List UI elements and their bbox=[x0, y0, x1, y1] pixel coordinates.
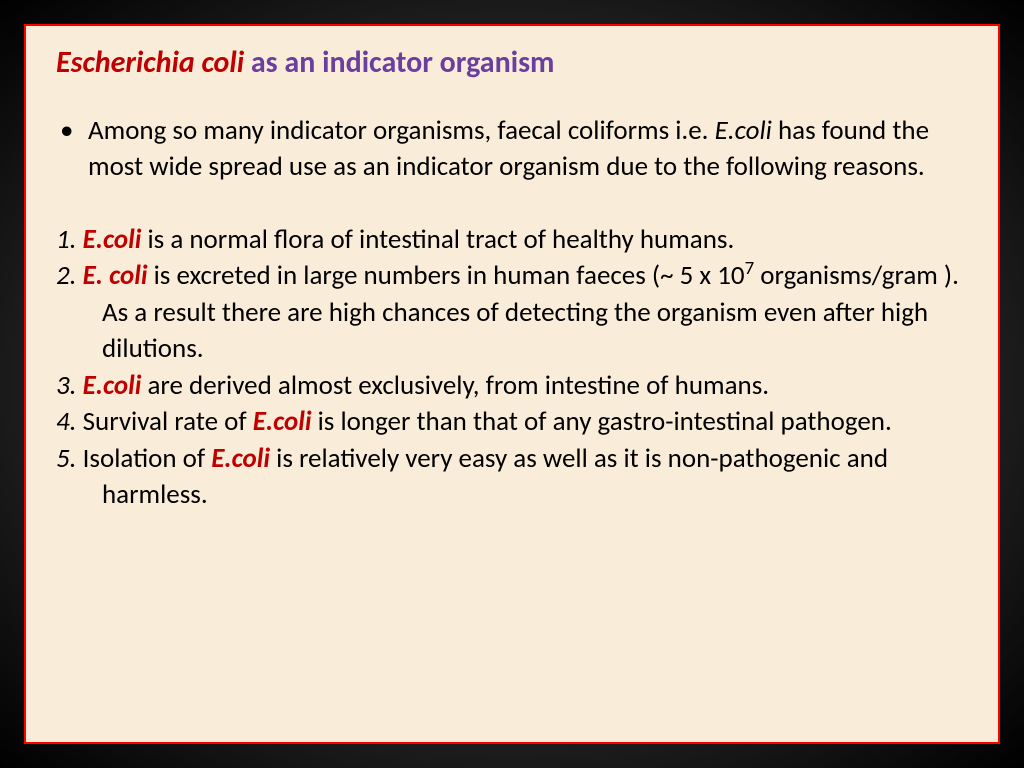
ecoli-term: E.coli bbox=[211, 442, 270, 475]
intro-bullet: Among so many indicator organisms, faeca… bbox=[56, 113, 968, 186]
item-text: are derived almost exclusively, from int… bbox=[141, 369, 769, 402]
item-text-a: is excreted in large numbers in human fa… bbox=[147, 259, 744, 292]
list-item: 2. E. coli is excreted in large numbers … bbox=[56, 258, 968, 367]
ecoli-term: E.coli bbox=[83, 369, 142, 402]
item-text: is a normal flora of intestinal tract of… bbox=[141, 223, 734, 256]
list-item: 4. Survival rate of E.coli is longer tha… bbox=[56, 404, 968, 440]
list-item: 1. E.coli is a normal flora of intestina… bbox=[56, 222, 968, 258]
ecoli-term: E.coli bbox=[253, 405, 312, 438]
item-text: is longer than that of any gastro-intest… bbox=[311, 405, 891, 438]
item-number: 4. bbox=[56, 405, 83, 438]
slide-content: Escherichia coli as an indicator organis… bbox=[24, 24, 1000, 744]
ecoli-term: E. coli bbox=[83, 259, 148, 292]
item-number: 3. bbox=[56, 369, 83, 402]
superscript: 7 bbox=[745, 257, 755, 280]
item-pre: Survival rate of bbox=[83, 405, 253, 438]
item-number: 1. bbox=[56, 223, 83, 256]
title-species: Escherichia coli bbox=[56, 44, 244, 81]
slide-title: Escherichia coli as an indicator organis… bbox=[56, 44, 968, 81]
item-number: 2. bbox=[56, 259, 83, 292]
ecoli-term: E.coli bbox=[83, 223, 142, 256]
reasons-list: 1. E.coli is a normal flora of intestina… bbox=[56, 222, 968, 514]
intro-ecoli: E.coli bbox=[715, 114, 772, 147]
item-number: 5. bbox=[56, 442, 83, 475]
intro-pre: Among so many indicator organisms, faeca… bbox=[88, 114, 715, 147]
title-rest: as an indicator organism bbox=[244, 44, 554, 81]
list-item: 5. Isolation of E.coli is relatively ver… bbox=[56, 441, 968, 514]
item-pre: Isolation of bbox=[83, 442, 212, 475]
list-item: 3. E.coli are derived almost exclusively… bbox=[56, 368, 968, 404]
